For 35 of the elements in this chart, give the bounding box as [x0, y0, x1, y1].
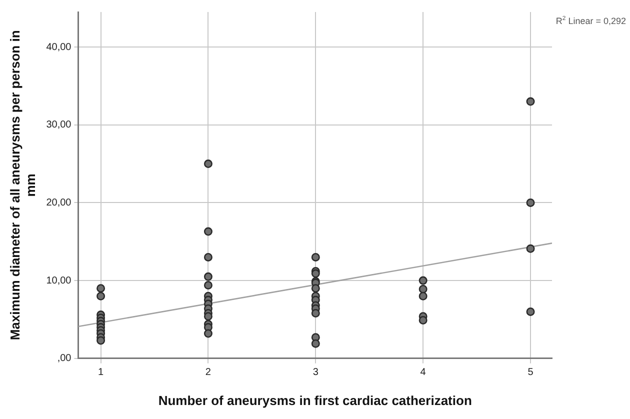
- point: [418, 316, 428, 325]
- point: [204, 312, 212, 321]
- point: [526, 307, 535, 316]
- x-tick-label: 2: [205, 367, 212, 378]
- point: [418, 276, 428, 285]
- y-tick-label: 30,00: [46, 120, 72, 131]
- point: [96, 284, 106, 293]
- point: [96, 292, 106, 300]
- point: [311, 339, 320, 348]
- x-tick-label: 1: [98, 367, 104, 378]
- point: [204, 160, 212, 168]
- point: [204, 272, 212, 281]
- y-tick-label: 20,00: [46, 197, 72, 208]
- y-axis-title: Maximum diameter of all aneurysms per person in mm: [7, 30, 38, 340]
- point: [311, 309, 320, 318]
- point: [311, 284, 320, 293]
- point: [526, 244, 535, 253]
- x-tick-label: 5: [528, 367, 534, 378]
- point: [204, 329, 212, 338]
- point: [418, 292, 428, 300]
- point: [311, 269, 320, 278]
- y-tick-label: 10,00: [46, 275, 72, 286]
- x-tick-label: 3: [312, 367, 319, 378]
- point: [526, 97, 535, 106]
- y-tick-label: ,00: [57, 353, 72, 364]
- point: [204, 252, 212, 262]
- point: [96, 336, 106, 345]
- point: [526, 198, 535, 207]
- point: [204, 227, 212, 236]
- point: [311, 252, 320, 262]
- y-tick-label: 40,00: [46, 42, 72, 53]
- x-tick-label: 4: [420, 367, 426, 378]
- point: [418, 284, 428, 294]
- point: [204, 280, 212, 290]
- x-axis-title: Number of aneurysms in first cardiac catherization: [158, 392, 472, 408]
